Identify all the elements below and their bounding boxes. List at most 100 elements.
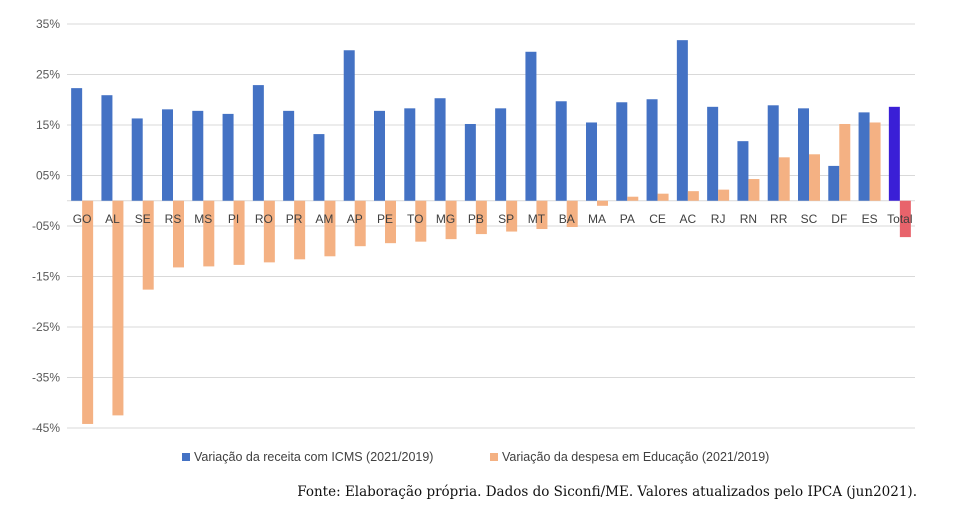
bar-despesa-df (839, 123, 851, 201)
bar-receita-pb (464, 123, 476, 201)
bar-despesa-rs (173, 200, 184, 268)
bar-receita-to (404, 108, 416, 201)
bar-despesa-go (82, 200, 94, 424)
category-label-rj: RJ (711, 212, 726, 226)
bar-receita-ma (586, 122, 597, 201)
y-tick-label: 05% (36, 169, 60, 183)
y-tick-label: 15% (36, 118, 60, 132)
bar-receita-am (313, 134, 325, 201)
category-label-df: DF (831, 212, 847, 226)
category-label-ro: RO (255, 212, 273, 226)
bar-despesa-es (869, 122, 881, 201)
category-label-rs: RS (165, 212, 182, 226)
bar-despesa-ap (354, 200, 366, 247)
category-label-pe: PE (377, 212, 393, 226)
bar-despesa-pb (475, 200, 487, 235)
bar-receita-ap (343, 50, 355, 201)
category-label-sp: SP (498, 212, 514, 226)
bar-despesa-rj (718, 189, 730, 201)
bar-despesa-ac (687, 191, 699, 201)
category-label-pa: PA (620, 212, 635, 226)
y-axis-ticks: 35% 25% 15% 05% -05% -15% -25% -35% -45% (32, 17, 60, 435)
category-label-rr: RR (770, 212, 788, 226)
bars (71, 40, 911, 424)
bar-receita-mt (525, 51, 537, 201)
bar-receita-sc (798, 108, 809, 201)
category-label-pi: PI (228, 212, 239, 226)
category-label-sc: SC (801, 212, 818, 226)
category-label-es: ES (862, 212, 878, 226)
bar-despesa-am (324, 200, 336, 257)
category-label-total: Total (887, 212, 912, 226)
bar-despesa-se (142, 200, 154, 290)
category-label-mg: MG (436, 212, 455, 226)
bar-receita-sp (495, 108, 507, 201)
bar-receita-ms (192, 110, 204, 201)
category-label-al: AL (105, 212, 120, 226)
bar-receita-rn (737, 141, 749, 201)
bar-receita-go (71, 88, 83, 201)
bar-receita-ac (676, 40, 688, 201)
category-label-pr: PR (286, 212, 303, 226)
bar-receita-pi (222, 113, 234, 201)
y-tick-label: -45% (32, 421, 60, 435)
bar-despesa-sp (506, 200, 518, 232)
bar-receita-al (101, 95, 113, 201)
bar-receita-rr (767, 105, 779, 201)
category-label-ce: CE (649, 212, 666, 226)
y-tick-label: -35% (32, 371, 60, 385)
bar-despesa-pr (294, 200, 306, 260)
category-label-ma: MA (588, 212, 606, 226)
category-labels: GO AL SE RS MS PI RO PR AM AP PE TO MG PB SP MT BA MA PA CE… (73, 212, 913, 226)
legend-label-despesa: Variação da despesa em Educação (2021/20… (502, 450, 769, 464)
bar-receita-ba (555, 101, 567, 201)
legend-swatch-receita (182, 453, 190, 461)
y-tick-label: -05% (32, 219, 60, 233)
category-label-rn: RN (740, 212, 757, 226)
bar-despesa-to (415, 200, 427, 242)
bar-despesa-pi (233, 200, 245, 265)
category-label-pb: PB (468, 212, 484, 226)
bar-despesa-mg (445, 200, 457, 240)
category-label-ms: MS (194, 212, 212, 226)
bar-despesa-ce (657, 193, 669, 201)
bar-receita-pe (374, 110, 385, 201)
bar-despesa-pe (385, 200, 396, 244)
y-tick-label: 25% (36, 68, 60, 82)
category-label-mt: MT (528, 212, 546, 226)
source-note: Fonte: Elaboração própria. Dados do Sico… (297, 484, 917, 500)
y-tick-label: 35% (36, 17, 60, 31)
category-label-am: AM (315, 212, 333, 226)
bar-receita-total (888, 106, 900, 201)
bar-receita-ce (646, 99, 658, 201)
category-label-se: SE (135, 212, 151, 226)
bar-despesa-ba (566, 200, 578, 228)
legend-label-receita: Variação da receita com ICMS (2021/2019) (194, 450, 433, 464)
bar-despesa-ms (203, 200, 215, 267)
bar-despesa-ro (263, 200, 275, 263)
category-label-to: TO (407, 212, 423, 226)
bar-despesa-ma (597, 200, 608, 206)
bar-despesa-rn (748, 179, 760, 201)
y-tick-label: -25% (32, 320, 60, 334)
bar-receita-df (828, 165, 840, 201)
bar-receita-mg (434, 98, 446, 201)
bar-receita-pr (283, 110, 295, 201)
bar-despesa-rr (778, 157, 790, 201)
legend-swatch-despesa (490, 453, 498, 461)
bar-receita-se (131, 118, 143, 201)
category-label-ac: AC (680, 212, 697, 226)
bar-receita-ro (252, 85, 264, 201)
bar-receita-rj (707, 106, 719, 201)
bar-despesa-total (899, 200, 911, 238)
bar-despesa-pa (627, 196, 639, 201)
bar-despesa-sc (809, 154, 820, 201)
category-label-go: GO (73, 212, 92, 226)
y-tick-label: -15% (32, 270, 60, 284)
bar-despesa-mt (536, 200, 548, 230)
gridlines (67, 23, 915, 429)
legend: Variação da receita com ICMS (2021/2019)… (182, 450, 769, 464)
bar-receita-pa (616, 102, 628, 201)
category-label-ba: BA (559, 212, 575, 226)
